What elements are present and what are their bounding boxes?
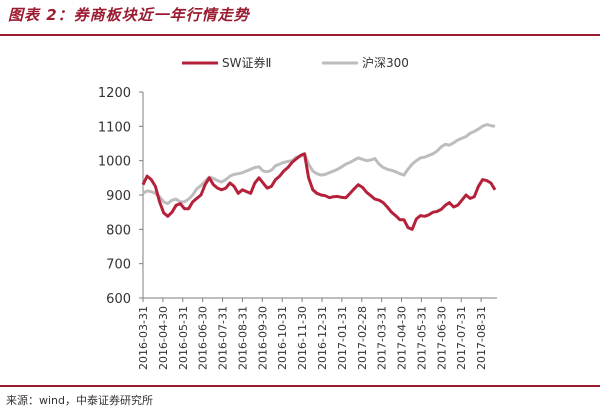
series-line-hs300 [142,123,496,206]
x-tick-label: 2016-05-31 [177,306,190,370]
x-tick-label: 2016-06-30 [197,306,210,370]
series-line-sw [141,152,497,231]
y-tick-label: 1000 [98,155,131,170]
x-tick-label: 2016-09-30 [256,306,269,370]
source-note: 来源：wind，中泰证券研究所 [6,394,154,407]
legend-label-hs300: 沪深300 [362,56,409,70]
x-tick-label: 2017-05-31 [415,306,428,370]
y-tick-label: 800 [106,223,131,238]
x-tick-label: 2017-06-30 [435,306,448,370]
y-axis: 600 700 800 900 1000 1100 1200 [98,86,144,307]
x-tick-label: 2016-10-31 [276,306,289,370]
x-tick-label: 2016-12-31 [316,306,329,370]
x-tick-label: 2017-04-30 [396,306,409,370]
x-tick-label: 2017-03-31 [376,306,389,370]
legend-label-sw: SW证券Ⅱ [222,55,271,70]
line-chart: SW证券Ⅱ 沪深300 600 700 800 900 1000 1100 1200 2016… [98,55,497,370]
y-tick-label: 1100 [98,120,131,135]
source-divider [0,385,600,387]
x-tick-label: 2016-03-31 [137,306,150,370]
x-tick-label: 2016-11-30 [296,306,309,370]
chart-title: 图表 2：券商板块近一年行情走势 [8,6,250,24]
series-group [141,123,497,231]
x-tick-label: 2017-01-31 [336,306,349,370]
x-tick-label: 2016-07-31 [217,306,230,370]
x-axis: 2016-03-31 2016-04-30 2016-05-31 2016-06-30… [137,297,497,370]
x-tick-label: 2017-02-28 [356,306,369,370]
x-tick-label: 2016-08-31 [236,306,249,370]
y-tick-label: 600 [106,292,131,307]
y-tick-label: 900 [106,189,131,204]
x-tick-label: 2017-07-31 [455,306,468,370]
x-tick-label: 2017-08-31 [475,306,488,370]
y-tick-label: 700 [106,258,131,273]
y-tick-label: 1200 [98,86,131,101]
title-divider [0,34,600,36]
legend: SW证券Ⅱ 沪深300 [182,55,409,70]
x-tick-label: 2016-04-30 [157,306,170,370]
